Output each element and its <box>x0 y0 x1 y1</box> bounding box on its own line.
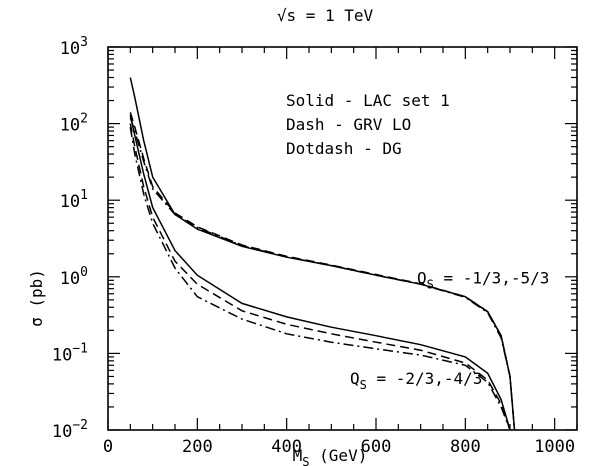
curve-lower-dashdot <box>129 126 511 431</box>
y-tick-label: 10−1 <box>52 341 88 365</box>
y-tick-label: 10−2 <box>52 418 88 442</box>
chart-title: √s = 1 TeV <box>277 6 374 25</box>
x-tick-label: 200 <box>182 437 213 457</box>
y-tick-label: 103 <box>60 35 88 59</box>
x-tick-label: 1000 <box>534 437 575 457</box>
curve-upper-dashdot <box>129 117 516 431</box>
plot-axes <box>107 46 578 431</box>
axis-ticks: 0 200 400 600 800 1000 10−2 10−1 100 101 102 103 <box>52 35 578 457</box>
y-tick-label: 101 <box>60 188 88 212</box>
curve-lower-dashed <box>129 123 511 431</box>
x-tick-label: 600 <box>361 437 392 457</box>
charge-annotation-1: QS = -1/3,-5/3 <box>417 268 549 291</box>
annotations: QS = -1/3,-5/3 QS = -2/3,-4/3 <box>350 268 549 391</box>
curves <box>129 77 516 431</box>
curve-upper-dashed <box>129 112 516 431</box>
x-tick-label: 800 <box>450 437 481 457</box>
charge-annotation-2: QS = -2/3,-4/3 <box>350 369 482 392</box>
x-tick-label: 400 <box>271 437 302 457</box>
x-tick-label: 0 <box>103 437 113 457</box>
y-tick-label: 102 <box>60 112 88 136</box>
legend-entry-dotdash: Dotdash - DG <box>286 139 402 158</box>
y-axis-title: σ (pb) <box>27 269 46 327</box>
x-axis-title: MS (GeV) <box>293 446 368 466</box>
curve-lower-solid <box>129 114 511 431</box>
legend: Solid - LAC set 1 Dash - GRV LO Dotdash … <box>286 91 450 158</box>
legend-entry-solid: Solid - LAC set 1 <box>286 91 450 110</box>
legend-entry-dash: Dash - GRV LO <box>286 115 411 134</box>
plot-frame <box>107 46 578 431</box>
y-tick-label: 100 <box>60 265 88 289</box>
